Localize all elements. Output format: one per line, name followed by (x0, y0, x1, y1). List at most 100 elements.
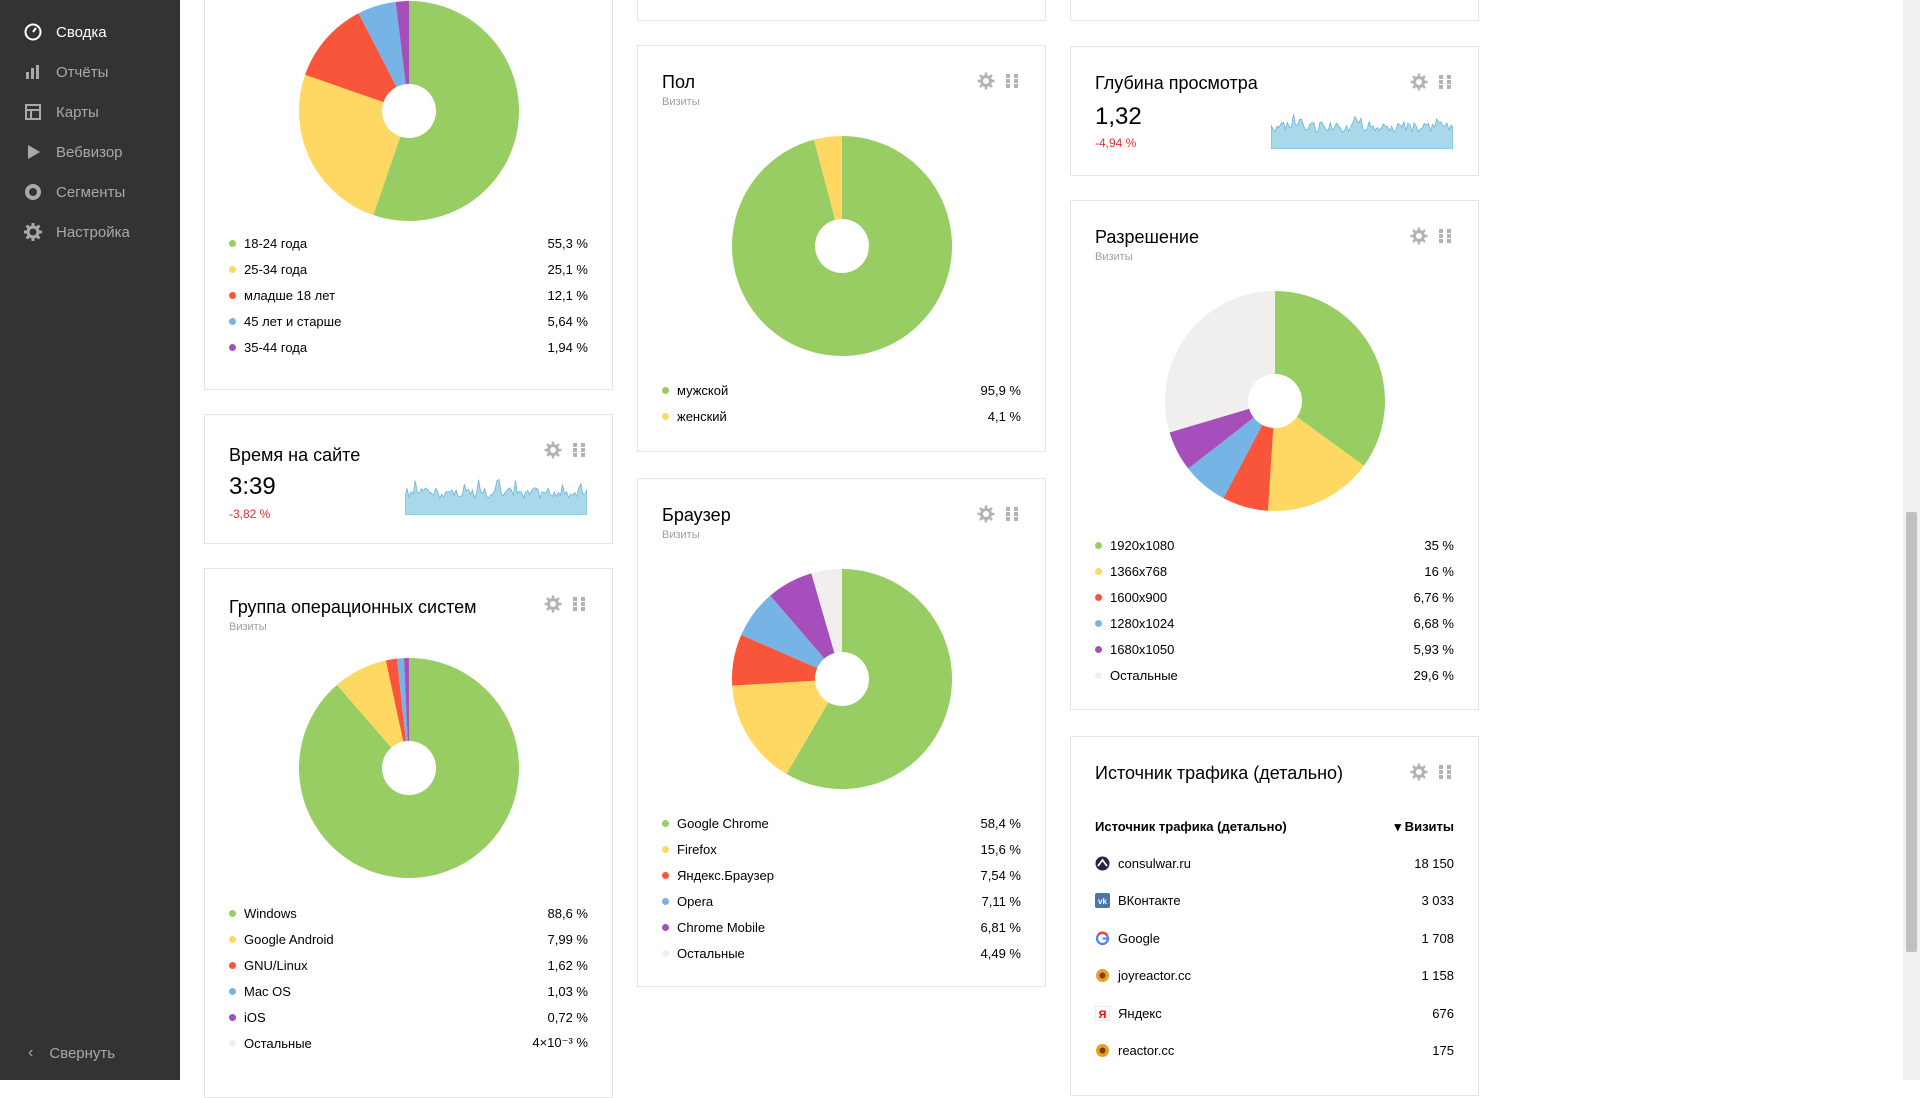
legend-label: iOS (244, 1010, 548, 1025)
drag-handle-icon[interactable] (1436, 227, 1454, 245)
legend-value: 4,1 % (988, 409, 1021, 424)
legend-value: 25,1 % (548, 262, 588, 277)
sidebar-item-label: Настройка (56, 224, 130, 241)
sidebar-item-summary[interactable]: Сводка (0, 16, 180, 48)
traffic-source-card: Источник трафика (детально) Источник тра… (1070, 736, 1479, 1096)
drag-handle-icon[interactable] (1003, 505, 1021, 523)
legend-dot (1095, 568, 1102, 575)
legend-value: 58,4 % (981, 816, 1021, 831)
sidebar-item-maps[interactable]: Карты (0, 96, 180, 128)
column-header-source[interactable]: Источник трафика (детально) (1095, 819, 1395, 839)
resolution-center-hole (1248, 374, 1302, 428)
legend-dot (229, 988, 236, 995)
depth-delta: -4,94 % (1095, 136, 1136, 150)
time-on-site-delta: -3,82 % (229, 507, 270, 521)
legend-value: 1,94 % (548, 340, 588, 355)
card-stub (637, 0, 1046, 21)
legend-label: женский (677, 409, 988, 424)
legend-dot (229, 1014, 236, 1021)
column-header-visits[interactable]: ▾ Визиты (1395, 819, 1454, 839)
resolution-pie-chart (1165, 291, 1385, 511)
legend-label: 1600x900 (1110, 590, 1414, 605)
drag-handle-icon[interactable] (570, 595, 588, 613)
card-subtitle: Визиты (662, 96, 700, 108)
legend-dot (229, 910, 236, 917)
sidebar-collapse-button[interactable]: ‹ Свернуть (0, 1037, 180, 1069)
sidebar-item-webvisor[interactable]: Вебвизор (0, 136, 180, 168)
card-subtitle: Визиты (229, 621, 267, 633)
source-name: consulwar.ru (1118, 856, 1414, 871)
source-name: ВКонтакте (1118, 893, 1421, 908)
legend-label: 25-34 года (244, 262, 548, 277)
legend-value: 6,81 % (981, 920, 1021, 935)
drag-handle-icon[interactable] (1436, 763, 1454, 781)
legend-label: 1680x1050 (1110, 642, 1414, 657)
age-pie-chart (299, 1, 519, 221)
legend-value: 7,11 % (981, 894, 1021, 909)
settings-gear-icon[interactable] (544, 595, 562, 613)
drag-handle-icon[interactable] (1003, 72, 1021, 90)
legend-label: Остальные (244, 1036, 532, 1051)
sidebar-item-segments[interactable]: Сегменты (0, 176, 180, 208)
visits-count: 175 (1432, 1043, 1454, 1058)
google-icon (1095, 931, 1110, 946)
settings-gear-icon[interactable] (977, 505, 995, 523)
settings-gear-icon[interactable] (1410, 763, 1428, 781)
settings-gear-icon[interactable] (977, 72, 995, 90)
reactor-icon (1095, 1043, 1110, 1058)
legend-label: Opera (677, 894, 981, 909)
vk-icon: vk (1095, 893, 1110, 908)
legend-value: 0,72 % (548, 1010, 588, 1025)
settings-gear-icon[interactable] (1410, 73, 1428, 91)
drag-handle-icon[interactable] (1436, 73, 1454, 91)
sidebar-item-settings[interactable]: Настройка (0, 216, 180, 248)
drag-handle-icon[interactable] (570, 441, 588, 459)
gender-pie-chart (732, 136, 952, 356)
settings-gear-icon[interactable] (1410, 227, 1428, 245)
legend-label: 45 лет и старше (244, 314, 548, 329)
source-name: joyreactor.cc (1118, 968, 1421, 983)
scrollbar-thumb[interactable] (1906, 512, 1917, 952)
time-on-site-value: 3:39 (229, 473, 276, 501)
legend-label: GNU/Linux (244, 958, 548, 973)
legend-label: 35-44 года (244, 340, 548, 355)
sidebar-item-reports[interactable]: Отчёты (0, 56, 180, 88)
settings-gear-icon[interactable] (544, 441, 562, 459)
legend-dot (662, 820, 669, 827)
legend-value: 15,6 % (981, 842, 1021, 857)
legend-value: 4×10⁻³ % (532, 1035, 588, 1051)
legend-value: 5,93 % (1414, 642, 1454, 657)
